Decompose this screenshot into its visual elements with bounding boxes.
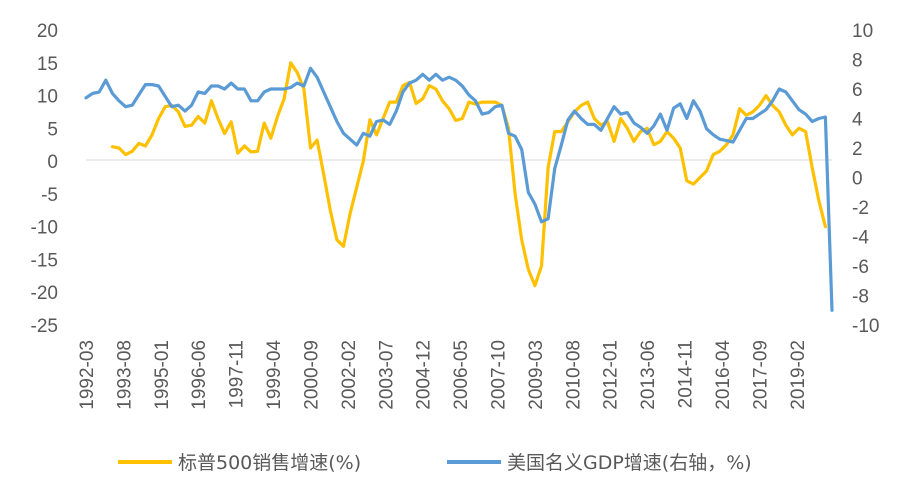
left-tick-label: -25 (31, 316, 58, 337)
x-tick-label: 1999-04 (264, 340, 285, 410)
series-line-sp500-sales (110, 61, 828, 288)
x-axis-ticks: 1992-03 1993-08 1995-01 1996-06 1997-11 1999-… (77, 340, 809, 410)
legend: 标普500销售增速(%) 美国名义GDP增速(右轴，%) (118, 452, 752, 474)
x-tick-label: 2004-12 (414, 340, 435, 410)
x-tick-label: 2009-03 (526, 340, 547, 410)
x-tick-label: 1993-08 (114, 340, 135, 410)
x-tick-label: 2017-09 (750, 340, 771, 410)
right-tick-label: -4 (852, 228, 869, 249)
x-tick-label: 2010-08 (563, 340, 584, 410)
left-tick-label: 10 (37, 87, 58, 108)
right-tick-label: 6 (852, 80, 863, 101)
x-tick-label: 2014-11 (676, 340, 697, 408)
legend-label-sp500-sales: 标普500销售增速(%) (178, 452, 361, 474)
left-tick-label: 5 (47, 119, 58, 140)
right-axis-ticks: 10 8 6 4 2 0 -2 -4 -6 -8 -10 (852, 21, 879, 337)
legend-label-us-nominal-gdp: 美国名义GDP增速(右轴，%) (507, 452, 752, 474)
right-tick-label: 10 (852, 21, 873, 42)
right-tick-label: -10 (852, 316, 879, 337)
x-tick-label: 1996-06 (189, 340, 210, 410)
left-tick-label: 0 (47, 152, 58, 173)
x-tick-label: 1995-01 (152, 340, 173, 410)
left-tick-label: -20 (31, 283, 58, 304)
right-tick-label: 4 (852, 110, 863, 131)
right-tick-label: -2 (852, 198, 869, 219)
x-tick-label: 2000-09 (301, 340, 322, 410)
right-tick-label: 2 (852, 139, 863, 160)
right-tick-label: -6 (852, 257, 869, 278)
x-tick-label: 1992-03 (77, 340, 98, 410)
x-tick-label: 1997-11 (227, 340, 248, 408)
x-tick-label: 2012-01 (601, 340, 622, 410)
left-tick-label: 20 (37, 21, 58, 42)
left-tick-label: 15 (37, 54, 58, 75)
series-line-us-nominal-gdp (84, 66, 834, 312)
x-tick-label: 2016-04 (713, 340, 734, 410)
x-tick-label: 2003-07 (376, 340, 397, 410)
right-tick-label: 8 (852, 51, 863, 72)
series-lines (84, 61, 834, 312)
left-tick-label: -10 (31, 218, 58, 239)
right-tick-label: 0 (852, 169, 863, 190)
left-axis-ticks: 20 15 10 5 0 -5 -10 -15 -20 -25 (31, 21, 58, 337)
left-tick-label: -15 (31, 250, 58, 271)
x-tick-label: 2006-05 (451, 340, 472, 410)
left-tick-label: -5 (41, 185, 58, 206)
x-tick-label: 2002-02 (339, 340, 360, 410)
x-tick-label: 2013-06 (638, 340, 659, 410)
right-tick-label: -8 (852, 287, 869, 308)
x-tick-label: 2019-02 (788, 340, 809, 410)
x-tick-label: 2007-10 (489, 340, 510, 410)
